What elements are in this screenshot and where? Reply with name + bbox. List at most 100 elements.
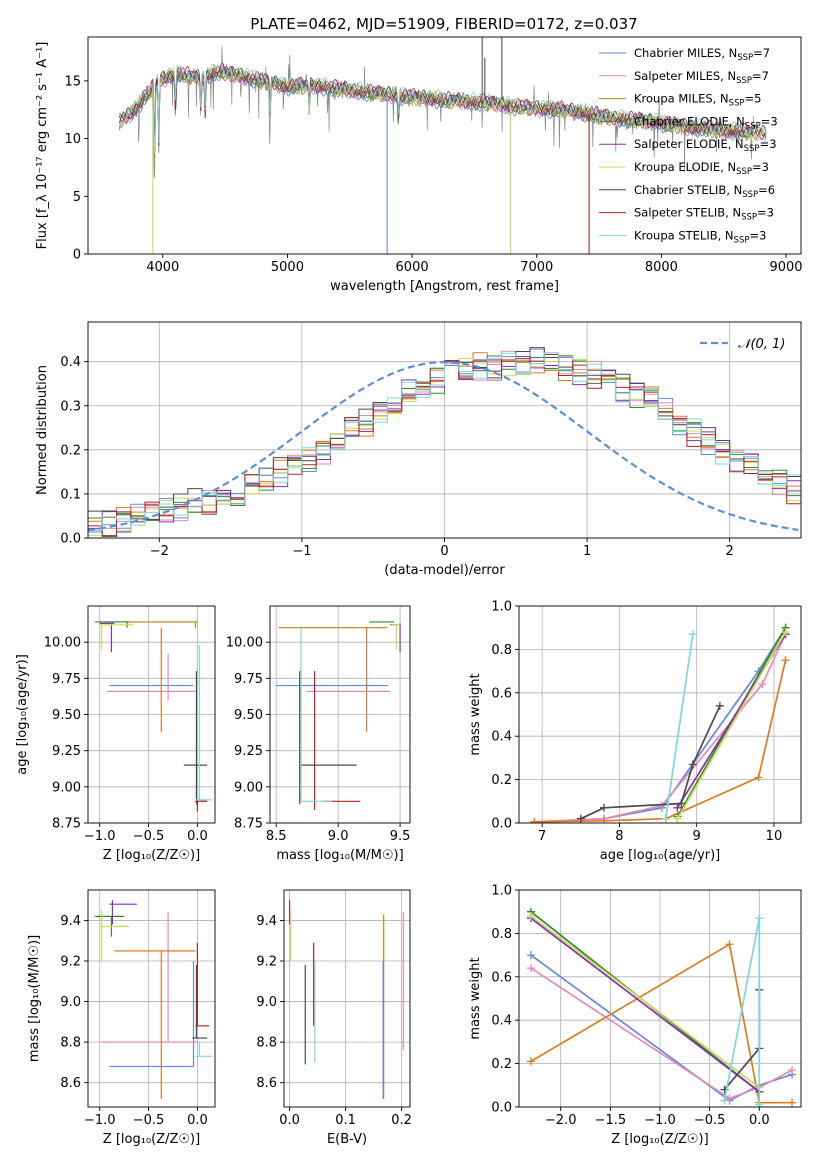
grid-lines bbox=[88, 322, 801, 539]
model-spectrum bbox=[118, 68, 767, 155]
weight-marker bbox=[754, 773, 763, 782]
y-tick-label: 9.75 bbox=[52, 672, 81, 687]
observed-spectrum bbox=[118, 46, 754, 178]
y-tick-label: 0.8 bbox=[491, 643, 512, 658]
y-tick-label: 9.50 bbox=[234, 708, 263, 723]
weight-vs-age-panel: 7 8 9 10 0.0 0.2 0.4 0.6 0.8 1.0 age [log₁₀(age/yr… bbox=[468, 600, 802, 863]
y-tick-label: 0.4 bbox=[491, 730, 512, 745]
error-bar bbox=[99, 910, 130, 961]
weight-series bbox=[530, 630, 790, 823]
y-tick-label: 0.2 bbox=[60, 443, 81, 458]
error-bar bbox=[195, 800, 208, 812]
x-tick-label: 4000 bbox=[146, 260, 179, 275]
legend-entry: Salpeter STELIB, NSSP=3 bbox=[634, 206, 774, 223]
weight-line bbox=[534, 633, 787, 823]
x-axis-label: Z [log₁₀(Z/Z☉)] bbox=[103, 848, 200, 863]
grid-lines bbox=[519, 605, 801, 824]
residuals-legend: 𝒩(0, 1) bbox=[700, 337, 785, 352]
x-axis-label: mass [log₁₀(M/M☉)] bbox=[276, 848, 403, 863]
error-bar bbox=[114, 950, 196, 1099]
y-tick-label: 8.8 bbox=[60, 1036, 81, 1051]
weight-line bbox=[580, 705, 721, 820]
x-tick-label: 0.0 bbox=[749, 1113, 770, 1128]
y-axis-label: mass weight bbox=[468, 957, 483, 1039]
y-tick-label: 0.3 bbox=[60, 399, 81, 414]
y-tick-label: 9.25 bbox=[234, 744, 263, 759]
spectrum-legend: Chabrier MILES, NSSP=7 Salpeter MILES, NS… bbox=[599, 46, 778, 245]
y-tick-label: 9.2 bbox=[256, 954, 277, 969]
y-tick-label: 9.0 bbox=[256, 995, 277, 1010]
weight-vs-metallicity-panel: −2.0 −1.5 −1.0 −0.5 0.0 0.0 0.2 0.4 0.6 0.8 1.0 Z [… bbox=[468, 884, 802, 1147]
weight-series bbox=[576, 701, 724, 823]
normal-curve bbox=[88, 360, 799, 532]
plot-area bbox=[94, 621, 213, 812]
y-tick-label: 0.8 bbox=[491, 927, 512, 942]
plot-area bbox=[94, 900, 213, 1099]
y-tick-label: 10 bbox=[64, 132, 81, 147]
x-tick-label: −0.5 bbox=[694, 1113, 726, 1128]
weight-marker bbox=[526, 951, 535, 960]
x-tick-label: 0.0 bbox=[279, 1113, 300, 1128]
x-axis-label: (data-model)/error bbox=[384, 563, 505, 578]
y-tick-label: 8.6 bbox=[256, 1076, 277, 1091]
x-axis-label: Z [log₁₀(Z/Z☉)] bbox=[611, 1132, 708, 1147]
y-tick-label: 1.0 bbox=[491, 600, 512, 615]
model-spectrum bbox=[118, 62, 767, 146]
error-bar bbox=[195, 645, 213, 802]
weight-marker bbox=[576, 814, 585, 823]
residual-histogram bbox=[88, 355, 801, 536]
weight-marker bbox=[788, 1066, 797, 1075]
error-bar bbox=[300, 627, 332, 802]
x-tick-label: 9 bbox=[693, 829, 701, 844]
y-axis-label: Flux [f_λ 10⁻¹⁷ erg cm⁻² s⁻¹ A⁻¹] bbox=[35, 42, 50, 250]
x-tick-label: 2 bbox=[726, 544, 734, 559]
residual-histogram bbox=[88, 352, 801, 532]
spectrum-panel: 4000 5000 6000 7000 8000 9000 0 5 10 15 wavelength… bbox=[35, 36, 803, 294]
y-tick-label: 9.0 bbox=[60, 995, 81, 1010]
x-axis-label: age [log₁₀(age/yr)] bbox=[600, 848, 721, 863]
weight-marker bbox=[688, 760, 697, 769]
x-tick-label: 8.5 bbox=[266, 829, 287, 844]
y-tick-label: 9.2 bbox=[60, 954, 81, 969]
error-bar bbox=[195, 942, 210, 1027]
legend-entry: Kroupa MILES, NSSP=5 bbox=[634, 92, 761, 109]
weight-marker bbox=[526, 912, 535, 921]
axes-frame bbox=[283, 889, 411, 1108]
model-spectrum bbox=[118, 65, 767, 152]
weight-marker bbox=[758, 680, 767, 689]
weight-marker bbox=[755, 914, 764, 923]
y-tick-label: 0.6 bbox=[491, 686, 512, 701]
error-bar bbox=[109, 900, 137, 925]
axes-frame bbox=[87, 889, 216, 1108]
weight-marker bbox=[688, 630, 697, 639]
x-tick-label: −2 bbox=[150, 544, 169, 559]
x-tick-label: −1.5 bbox=[595, 1113, 627, 1128]
legend-entry: Chabrier ELODIE, NSSP=3 bbox=[634, 114, 778, 131]
weight-line bbox=[530, 915, 760, 1089]
x-tick-label: 9.0 bbox=[328, 829, 349, 844]
y-tick-label: 5 bbox=[73, 190, 81, 205]
axes-frame bbox=[87, 36, 802, 255]
model-spectrum bbox=[118, 63, 767, 154]
y-tick-label: 0.2 bbox=[491, 773, 512, 788]
y-tick-label: 9.4 bbox=[256, 914, 277, 929]
mass-vs-extinction-panel: 0.0 0.1 0.2 8.6 8.8 9.0 9.2 9.4 E(B-V) bbox=[256, 889, 412, 1147]
weight-line bbox=[530, 942, 793, 1104]
residual-histogram bbox=[88, 347, 801, 520]
x-tick-label: −1.0 bbox=[644, 1113, 676, 1128]
x-tick-label: 0.2 bbox=[391, 1113, 412, 1128]
weight-marker bbox=[725, 940, 734, 949]
x-tick-label: 7 bbox=[538, 829, 546, 844]
error-bar bbox=[99, 624, 133, 650]
weight-series bbox=[673, 628, 790, 823]
legend-entry: Chabrier MILES, NSSP=7 bbox=[634, 46, 770, 63]
weight-marker bbox=[673, 803, 682, 812]
x-tick-label: −0.5 bbox=[133, 829, 165, 844]
error-bar bbox=[99, 622, 115, 653]
weight-line bbox=[530, 967, 793, 1100]
weight-series bbox=[530, 623, 790, 823]
y-axis-label: mass weight bbox=[468, 673, 483, 755]
y-tick-label: 9.00 bbox=[52, 780, 81, 795]
age-vs-metallicity-panel: −1.0 −0.5 0.0 8.75 9.00 9.25 9.50 9.75 10.00 Z [l… bbox=[15, 605, 216, 863]
y-tick-label: 9.75 bbox=[234, 672, 263, 687]
